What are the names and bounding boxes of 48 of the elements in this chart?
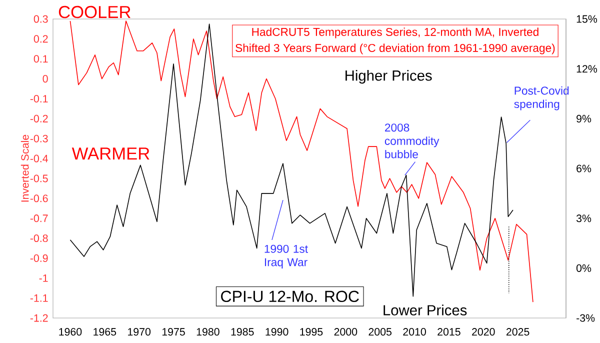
text: COOLER: [58, 6, 130, 18]
annotation: Post-Covid spending: [514, 86, 569, 110]
y2-tick-label: 15%: [576, 15, 598, 23]
y-axis-title: Inverted Scale: [20, 134, 29, 202]
y-tick-label: -0.7: [30, 214, 48, 222]
y-tick-label: -0.2: [30, 114, 48, 122]
text: Shifted 3 Years Forward (°C deviation from 1961-1990 average): [236, 44, 555, 54]
y2-tick-label: 12%: [576, 65, 598, 73]
x-tick-label: 2015: [438, 328, 460, 336]
annotation: Lower Prices: [384, 304, 467, 316]
y-tick-label: -1: [39, 274, 48, 282]
x-tick-label: 1985: [231, 328, 254, 336]
y2-tick-label: -3%: [576, 314, 595, 322]
y-tick-label: -0.5: [30, 174, 48, 182]
text: HadCRUT5 Temperatures Series, 12-month MA, Inverted: [252, 28, 538, 38]
annotation: 1990 1st Iraq War: [264, 244, 308, 268]
annotation: 2008 commodity bubble: [384, 124, 440, 158]
annotation: Higher Prices: [346, 70, 432, 84]
x-tick-label: 1980: [196, 328, 220, 336]
x-tick-label: 1975: [162, 328, 185, 336]
x-tick-label: 1990: [266, 328, 288, 336]
x-tick-label: 1970: [128, 328, 151, 336]
y2-tick-label: 6%: [576, 164, 592, 172]
y-tick-label: 0.3: [34, 15, 48, 23]
y-tick-label: -1.1: [30, 294, 48, 302]
x-tick-label: 2005: [368, 328, 392, 336]
y-tick-label: -1.2: [30, 314, 48, 322]
y-tick-label: -0.8: [30, 234, 48, 242]
x-tick-label: 1965: [94, 328, 116, 336]
annotation: WARMER: [72, 148, 150, 160]
x-tick-label: 2020: [472, 328, 495, 336]
y2-tick-label: 3%: [576, 214, 592, 222]
y-tick-label: 0.1: [34, 55, 48, 63]
y-tick-label: -0.6: [30, 194, 48, 202]
y-tick-label: 0.2: [34, 35, 48, 43]
y2-tick-label: 9%: [576, 114, 592, 122]
x-tick-label: 1995: [300, 328, 323, 336]
x-tick-label: 1960: [59, 328, 82, 336]
y-tick-label: -0.1: [30, 94, 48, 103]
y2-tick-label: 0%: [576, 264, 592, 272]
y-tick-label: -0.3: [30, 134, 48, 142]
x-tick-label: 2010: [403, 328, 426, 336]
y-tick-label: -0.4: [30, 154, 48, 162]
x-tick-label: 2025: [506, 328, 530, 336]
y-tick-label: -0.9: [30, 254, 48, 262]
text: CPI-U 12-Mo. ROC: [221, 290, 359, 302]
x-tick-label: 2000: [334, 328, 358, 336]
y-tick-label: 0: [42, 75, 48, 83]
